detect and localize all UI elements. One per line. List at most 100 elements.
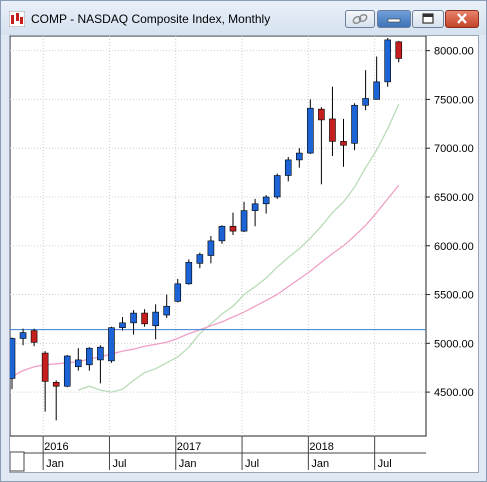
candle-body xyxy=(284,159,292,176)
candle-body xyxy=(41,352,49,382)
moving-average-line xyxy=(78,104,400,393)
close-icon xyxy=(457,13,467,24)
x-tick-label: Jan xyxy=(179,458,197,470)
candle-body xyxy=(86,347,93,366)
candle[interactable] xyxy=(307,99,314,155)
candle[interactable] xyxy=(185,259,193,285)
candle[interactable] xyxy=(229,212,237,236)
candle-body xyxy=(373,81,380,100)
candle[interactable] xyxy=(207,236,215,264)
candle[interactable] xyxy=(295,148,303,168)
maximize-button[interactable] xyxy=(412,10,444,28)
candle-body xyxy=(97,346,104,361)
candle[interactable] xyxy=(318,107,325,185)
candle[interactable] xyxy=(174,278,182,303)
x-tick-label: Jul xyxy=(378,458,392,470)
candle[interactable] xyxy=(63,355,71,388)
candle[interactable] xyxy=(362,70,369,111)
candle-body xyxy=(295,152,303,161)
candle[interactable] xyxy=(329,86,336,156)
x-year-label: 2016 xyxy=(44,441,68,453)
candle[interactable] xyxy=(119,316,126,331)
candle[interactable] xyxy=(52,380,60,421)
candle-body xyxy=(63,355,71,387)
scroll-corner[interactable] xyxy=(9,451,25,472)
candle-body xyxy=(130,312,137,324)
candle-body xyxy=(19,332,27,339)
candle-body xyxy=(395,41,403,59)
candle[interactable] xyxy=(351,103,358,151)
candle[interactable] xyxy=(163,294,170,318)
maximize-icon xyxy=(422,13,434,24)
chart-area[interactable]: 8000.00 7500.00 7000.00 6500.00 6000.00 5500.… xyxy=(8,35,479,473)
candle[interactable] xyxy=(196,252,204,269)
candle[interactable] xyxy=(141,309,148,327)
candle-body xyxy=(207,240,215,256)
y-tick-label: 7000.00 xyxy=(434,143,474,155)
candle-body xyxy=(141,312,148,325)
candle-body xyxy=(108,327,115,362)
candle[interactable] xyxy=(273,173,281,199)
candle[interactable] xyxy=(41,351,49,412)
minimize-icon xyxy=(387,18,401,23)
y-tick-label: 7500.00 xyxy=(434,94,474,106)
candle-body xyxy=(318,108,325,121)
candle-body xyxy=(75,359,82,368)
candle[interactable] xyxy=(108,326,115,363)
y-tick-label: 6000.00 xyxy=(434,241,474,253)
candle-body xyxy=(273,175,281,198)
candle[interactable] xyxy=(97,345,104,384)
candle[interactable] xyxy=(251,198,259,227)
candle-body xyxy=(218,225,226,242)
x-tick-label: Jul xyxy=(112,458,126,470)
close-button[interactable] xyxy=(445,10,479,28)
title-bar[interactable]: COMP - NASDAQ Composite Index, Monthly xyxy=(1,1,486,35)
candle-body xyxy=(52,382,60,387)
candle-body xyxy=(262,196,270,205)
plot-frame xyxy=(9,35,427,437)
candle-body xyxy=(251,203,259,211)
x-tick-label: Jan xyxy=(311,458,329,470)
window-title: COMP - NASDAQ Composite Index, Monthly xyxy=(31,12,271,26)
candle[interactable] xyxy=(30,328,38,347)
minimize-button[interactable] xyxy=(377,10,411,28)
candle[interactable] xyxy=(19,328,27,346)
candle[interactable] xyxy=(218,225,226,244)
candle-body xyxy=(340,141,347,146)
candle[interactable] xyxy=(240,201,248,233)
chart-app-icon xyxy=(9,11,25,27)
candle[interactable] xyxy=(86,347,93,371)
candle[interactable] xyxy=(130,310,137,335)
candle[interactable] xyxy=(262,195,270,214)
candle-body xyxy=(152,311,159,327)
candle-body xyxy=(351,104,358,144)
link-icon xyxy=(352,13,368,25)
candle-body xyxy=(307,107,314,154)
candle-body xyxy=(384,39,392,83)
x-tick-label: Jan xyxy=(46,458,64,470)
candle[interactable] xyxy=(373,56,380,100)
candle[interactable] xyxy=(152,304,159,340)
link-button[interactable] xyxy=(345,10,375,28)
candle[interactable] xyxy=(284,156,292,182)
y-tick-label: 6500.00 xyxy=(434,192,474,204)
candle-body xyxy=(174,283,182,302)
candle-body xyxy=(229,225,237,232)
candle[interactable] xyxy=(340,118,347,167)
y-tick-label: 5500.00 xyxy=(434,290,474,302)
x-year-label: 2017 xyxy=(177,441,201,453)
candlestick-chart[interactable]: 8000.00 7500.00 7000.00 6500.00 6000.00 5500.… xyxy=(8,35,478,472)
candle-body xyxy=(240,210,248,232)
y-tick-label: 5000.00 xyxy=(434,338,474,350)
y-tick-label: 4500.00 xyxy=(434,387,474,399)
candle[interactable] xyxy=(395,40,403,63)
candle-body xyxy=(30,330,38,343)
candle-body xyxy=(8,338,16,379)
candle-body xyxy=(196,254,204,264)
x-tick-label: Jul xyxy=(245,458,259,470)
candle-body xyxy=(163,305,170,316)
candle[interactable] xyxy=(384,37,392,87)
y-tick-label: 8000.00 xyxy=(434,46,474,58)
candle[interactable] xyxy=(75,348,82,371)
